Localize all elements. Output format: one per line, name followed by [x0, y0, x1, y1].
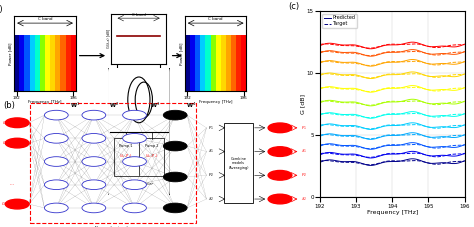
Circle shape: [123, 157, 146, 166]
Bar: [40, 35, 45, 91]
Bar: [195, 35, 200, 91]
X-axis label: Frequency [THz]: Frequency [THz]: [366, 210, 418, 215]
Bar: [50, 35, 55, 91]
Bar: [190, 35, 195, 91]
Bar: [210, 35, 216, 91]
Circle shape: [45, 180, 68, 190]
Text: ($\lambda_1,P_1$): ($\lambda_1,P_1$): [119, 152, 133, 160]
Text: ($\lambda_2,P_2$): ($\lambda_2,P_2$): [145, 152, 159, 160]
FancyBboxPatch shape: [224, 123, 254, 203]
Bar: [185, 35, 190, 91]
Text: Pump 1: Pump 1: [119, 144, 133, 148]
Text: $\cdots$: $\cdots$: [9, 182, 14, 186]
Circle shape: [164, 110, 187, 120]
Circle shape: [5, 118, 29, 128]
Text: (c): (c): [288, 2, 299, 12]
Text: $P_2$: $P_2$: [301, 172, 307, 179]
Circle shape: [164, 172, 187, 182]
Circle shape: [123, 180, 146, 190]
Bar: [221, 35, 226, 91]
Y-axis label: G [dB]: G [dB]: [301, 94, 305, 114]
Bar: [61, 35, 65, 91]
Circle shape: [45, 203, 68, 213]
Text: $\mathbf{W}^4$: $\mathbf{W}^4$: [186, 100, 196, 110]
Circle shape: [164, 203, 187, 213]
Circle shape: [82, 203, 106, 213]
Bar: [55, 35, 60, 91]
Circle shape: [123, 203, 146, 213]
X-axis label: Frequency [THz]: Frequency [THz]: [199, 100, 232, 104]
Text: (b): (b): [3, 101, 15, 110]
Circle shape: [268, 123, 292, 133]
Y-axis label: Power [dB]: Power [dB]: [9, 42, 13, 65]
Legend: Predicted, Target: Predicted, Target: [322, 14, 356, 28]
Text: Raman amplifier: Raman amplifier: [124, 182, 154, 186]
Text: $G(\lambda_2)$: $G(\lambda_2)$: [2, 139, 14, 147]
Text: $P_1$: $P_1$: [208, 124, 214, 132]
Circle shape: [82, 157, 106, 166]
Text: $\lambda_2$: $\lambda_2$: [301, 195, 308, 203]
Circle shape: [164, 141, 187, 151]
X-axis label: Frequency [THz]: Frequency [THz]: [28, 100, 62, 104]
Bar: [205, 35, 210, 91]
Circle shape: [5, 138, 29, 148]
Text: C band: C band: [38, 17, 52, 21]
Bar: [35, 35, 40, 91]
Text: $G(\lambda_{40})$: $G(\lambda_{40})$: [0, 200, 14, 208]
Bar: [14, 35, 19, 91]
Bar: [200, 35, 205, 91]
Circle shape: [5, 199, 29, 209]
Text: C band: C band: [132, 13, 146, 17]
Text: Combine
models
(Averaging): Combine models (Averaging): [228, 157, 249, 170]
Circle shape: [268, 170, 292, 180]
Bar: [71, 35, 76, 91]
Y-axis label: Power [dB]: Power [dB]: [180, 42, 183, 65]
Bar: [65, 35, 71, 91]
Bar: [236, 35, 241, 91]
Text: $\mathbf{W}^2$: $\mathbf{W}^2$: [109, 100, 119, 110]
FancyBboxPatch shape: [108, 67, 170, 197]
Bar: [19, 35, 25, 91]
Text: $\lambda_2$: $\lambda_2$: [208, 195, 214, 203]
Text: $\lambda_1$: $\lambda_1$: [301, 148, 308, 155]
Bar: [45, 35, 50, 91]
Text: (a): (a): [0, 5, 2, 14]
Circle shape: [45, 133, 68, 143]
Circle shape: [45, 110, 68, 120]
Circle shape: [268, 147, 292, 156]
Text: $P_2$: $P_2$: [208, 172, 214, 179]
Text: Pump 2: Pump 2: [145, 144, 159, 148]
Bar: [231, 35, 236, 91]
Bar: [216, 35, 221, 91]
Bar: [226, 35, 231, 91]
Text: $\mathbf{W}^3$: $\mathbf{W}^3$: [150, 100, 160, 110]
Circle shape: [82, 133, 106, 143]
Text: $P_1$: $P_1$: [301, 124, 307, 132]
Circle shape: [82, 110, 106, 120]
Text: N neural networks: N neural networks: [95, 226, 130, 227]
Text: $\lambda_1$: $\lambda_1$: [208, 148, 214, 155]
Bar: [241, 35, 246, 91]
Circle shape: [45, 157, 68, 166]
Circle shape: [123, 133, 146, 143]
Circle shape: [82, 180, 106, 190]
Bar: [29, 35, 35, 91]
Text: C band: C band: [209, 17, 223, 21]
FancyBboxPatch shape: [114, 138, 164, 176]
Y-axis label: G(λ,z) [dB]: G(λ,z) [dB]: [106, 29, 110, 48]
Bar: [25, 35, 29, 91]
Text: $\mathbf{W}^1$: $\mathbf{W}^1$: [70, 100, 80, 110]
Circle shape: [268, 194, 292, 204]
Circle shape: [123, 110, 146, 120]
Text: $G(\lambda_1)$: $G(\lambda_1)$: [2, 119, 14, 127]
